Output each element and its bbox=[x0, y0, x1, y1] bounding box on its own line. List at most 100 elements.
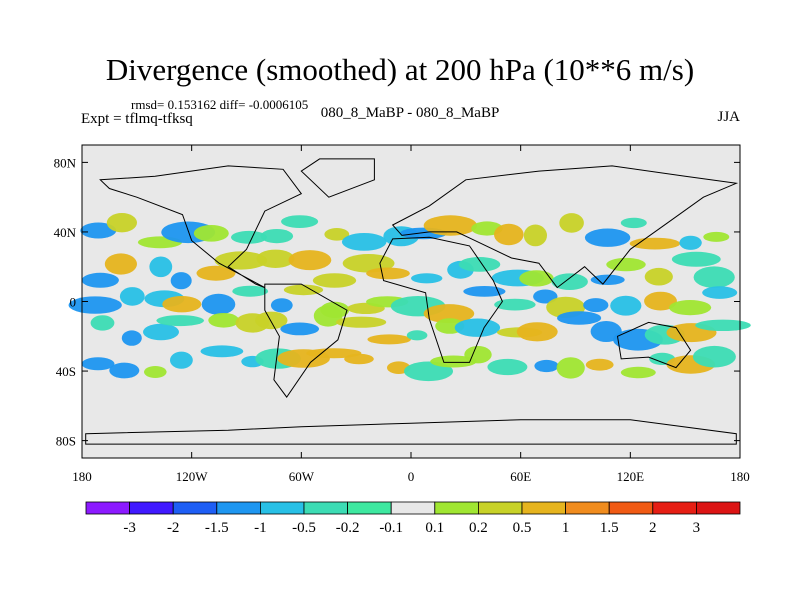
field-blob bbox=[423, 304, 475, 324]
field-blob bbox=[281, 215, 319, 229]
field-blob bbox=[231, 230, 267, 244]
colorbar-label: 2 bbox=[649, 520, 657, 536]
colorbar-label: -0.2 bbox=[336, 520, 360, 536]
field-blob bbox=[201, 293, 236, 315]
field-blob bbox=[208, 313, 240, 328]
colorbar-swatch bbox=[216, 501, 261, 515]
field-blob bbox=[703, 231, 730, 242]
y-tick-label: 40S bbox=[56, 364, 76, 379]
field-blob bbox=[584, 228, 631, 247]
chart-title: Divergence (smoothed) at 200 hPa (10**6 … bbox=[105, 52, 695, 87]
field-blob bbox=[280, 322, 320, 336]
colorbar-label: 0.1 bbox=[425, 520, 444, 536]
colorbar-label: 1.5 bbox=[600, 520, 619, 536]
field-blob bbox=[629, 237, 681, 250]
field-blob bbox=[324, 228, 350, 241]
colorbar-label: -0.5 bbox=[292, 520, 316, 536]
field-blob bbox=[344, 353, 374, 365]
field-blob bbox=[232, 285, 269, 297]
x-tick-label: 180 bbox=[730, 469, 750, 484]
field-blob bbox=[494, 298, 536, 311]
field-blob bbox=[313, 305, 343, 327]
x-tick-label: 180 bbox=[72, 469, 92, 484]
colorbar-label: -3 bbox=[123, 520, 136, 536]
stats-label: rmsd= 0.153162 diff= -0.0006105 bbox=[131, 97, 309, 112]
field-blob bbox=[533, 289, 558, 304]
field-blob bbox=[590, 321, 622, 342]
field-blob bbox=[106, 213, 137, 233]
colorbar-swatch bbox=[303, 501, 348, 515]
colorbar-swatch bbox=[477, 501, 523, 515]
continent-outline bbox=[264, 283, 348, 398]
field-blob bbox=[366, 267, 410, 280]
field-blob bbox=[692, 345, 736, 368]
colorbar-label: -1 bbox=[254, 520, 267, 536]
field-blob bbox=[336, 316, 387, 328]
colorbar-swatch bbox=[172, 501, 218, 515]
colorbar-swatch bbox=[347, 501, 392, 515]
field-blob bbox=[256, 249, 295, 268]
continent-outline bbox=[391, 165, 739, 289]
field-blob bbox=[260, 229, 294, 244]
field-blob bbox=[312, 273, 357, 288]
colorbar-swatch bbox=[652, 501, 697, 515]
colorbar-swatch bbox=[434, 501, 479, 515]
field-blob bbox=[534, 359, 559, 373]
colorbar-swatch bbox=[608, 501, 654, 515]
colorbar-swatch bbox=[521, 501, 566, 515]
field-blob bbox=[162, 296, 202, 313]
field-blob bbox=[156, 315, 204, 327]
field-blob bbox=[104, 253, 137, 275]
colorbar-swatch bbox=[259, 501, 305, 515]
colorbar-label: 1 bbox=[562, 520, 570, 536]
field-blob bbox=[693, 266, 735, 289]
field-blob bbox=[143, 323, 179, 341]
field-blob bbox=[81, 272, 119, 288]
subtitle: 080_8_MaBP - 080_8_MaBP bbox=[320, 105, 500, 121]
field-blob bbox=[458, 257, 501, 272]
x-tick-label: 120W bbox=[176, 469, 209, 484]
continent-outline bbox=[85, 419, 737, 445]
field-blob bbox=[494, 223, 524, 246]
field-blob bbox=[556, 357, 585, 379]
colorbar-label: -1.5 bbox=[205, 520, 229, 536]
field-blob bbox=[557, 311, 602, 325]
x-tick-label: 60W bbox=[289, 469, 315, 484]
field-blob bbox=[80, 222, 117, 239]
experiment-label: Expt = tflmq-tfksq bbox=[81, 111, 193, 127]
field-blob bbox=[702, 286, 738, 299]
x-tick-label: 0 bbox=[408, 469, 415, 484]
field-blob bbox=[606, 257, 646, 272]
colorbar-swatch bbox=[565, 501, 610, 515]
x-tick-label: 120E bbox=[617, 469, 645, 484]
field-blob bbox=[170, 351, 193, 369]
colorbar-swatch bbox=[129, 501, 174, 515]
y-tick-label: 80N bbox=[54, 155, 77, 170]
y-tick-label: 80S bbox=[56, 434, 76, 449]
field-blob bbox=[193, 225, 229, 242]
field-blob bbox=[423, 215, 478, 236]
colorbar-swatch bbox=[696, 501, 741, 515]
field-blob bbox=[144, 366, 167, 378]
field-blobs bbox=[68, 213, 751, 382]
field-blob bbox=[590, 274, 625, 285]
continent-outline bbox=[616, 321, 692, 369]
field-blob bbox=[695, 319, 751, 331]
field-blob bbox=[679, 235, 702, 250]
colorbar-label: 0.2 bbox=[469, 520, 488, 536]
field-blob bbox=[620, 366, 656, 379]
field-blob bbox=[516, 322, 558, 342]
field-blob bbox=[644, 267, 673, 286]
field-blob bbox=[610, 295, 642, 316]
continent-outline bbox=[99, 165, 303, 289]
x-tick-label: 60E bbox=[510, 469, 531, 484]
field-blob bbox=[669, 300, 712, 316]
field-blob bbox=[583, 298, 609, 313]
colorbar-label: -2 bbox=[167, 520, 180, 536]
colorbar-label: -0.1 bbox=[379, 520, 403, 536]
season-label: JJA bbox=[717, 109, 740, 125]
field-blob bbox=[196, 265, 236, 281]
continent-outline bbox=[300, 158, 375, 198]
field-blob bbox=[644, 291, 677, 311]
